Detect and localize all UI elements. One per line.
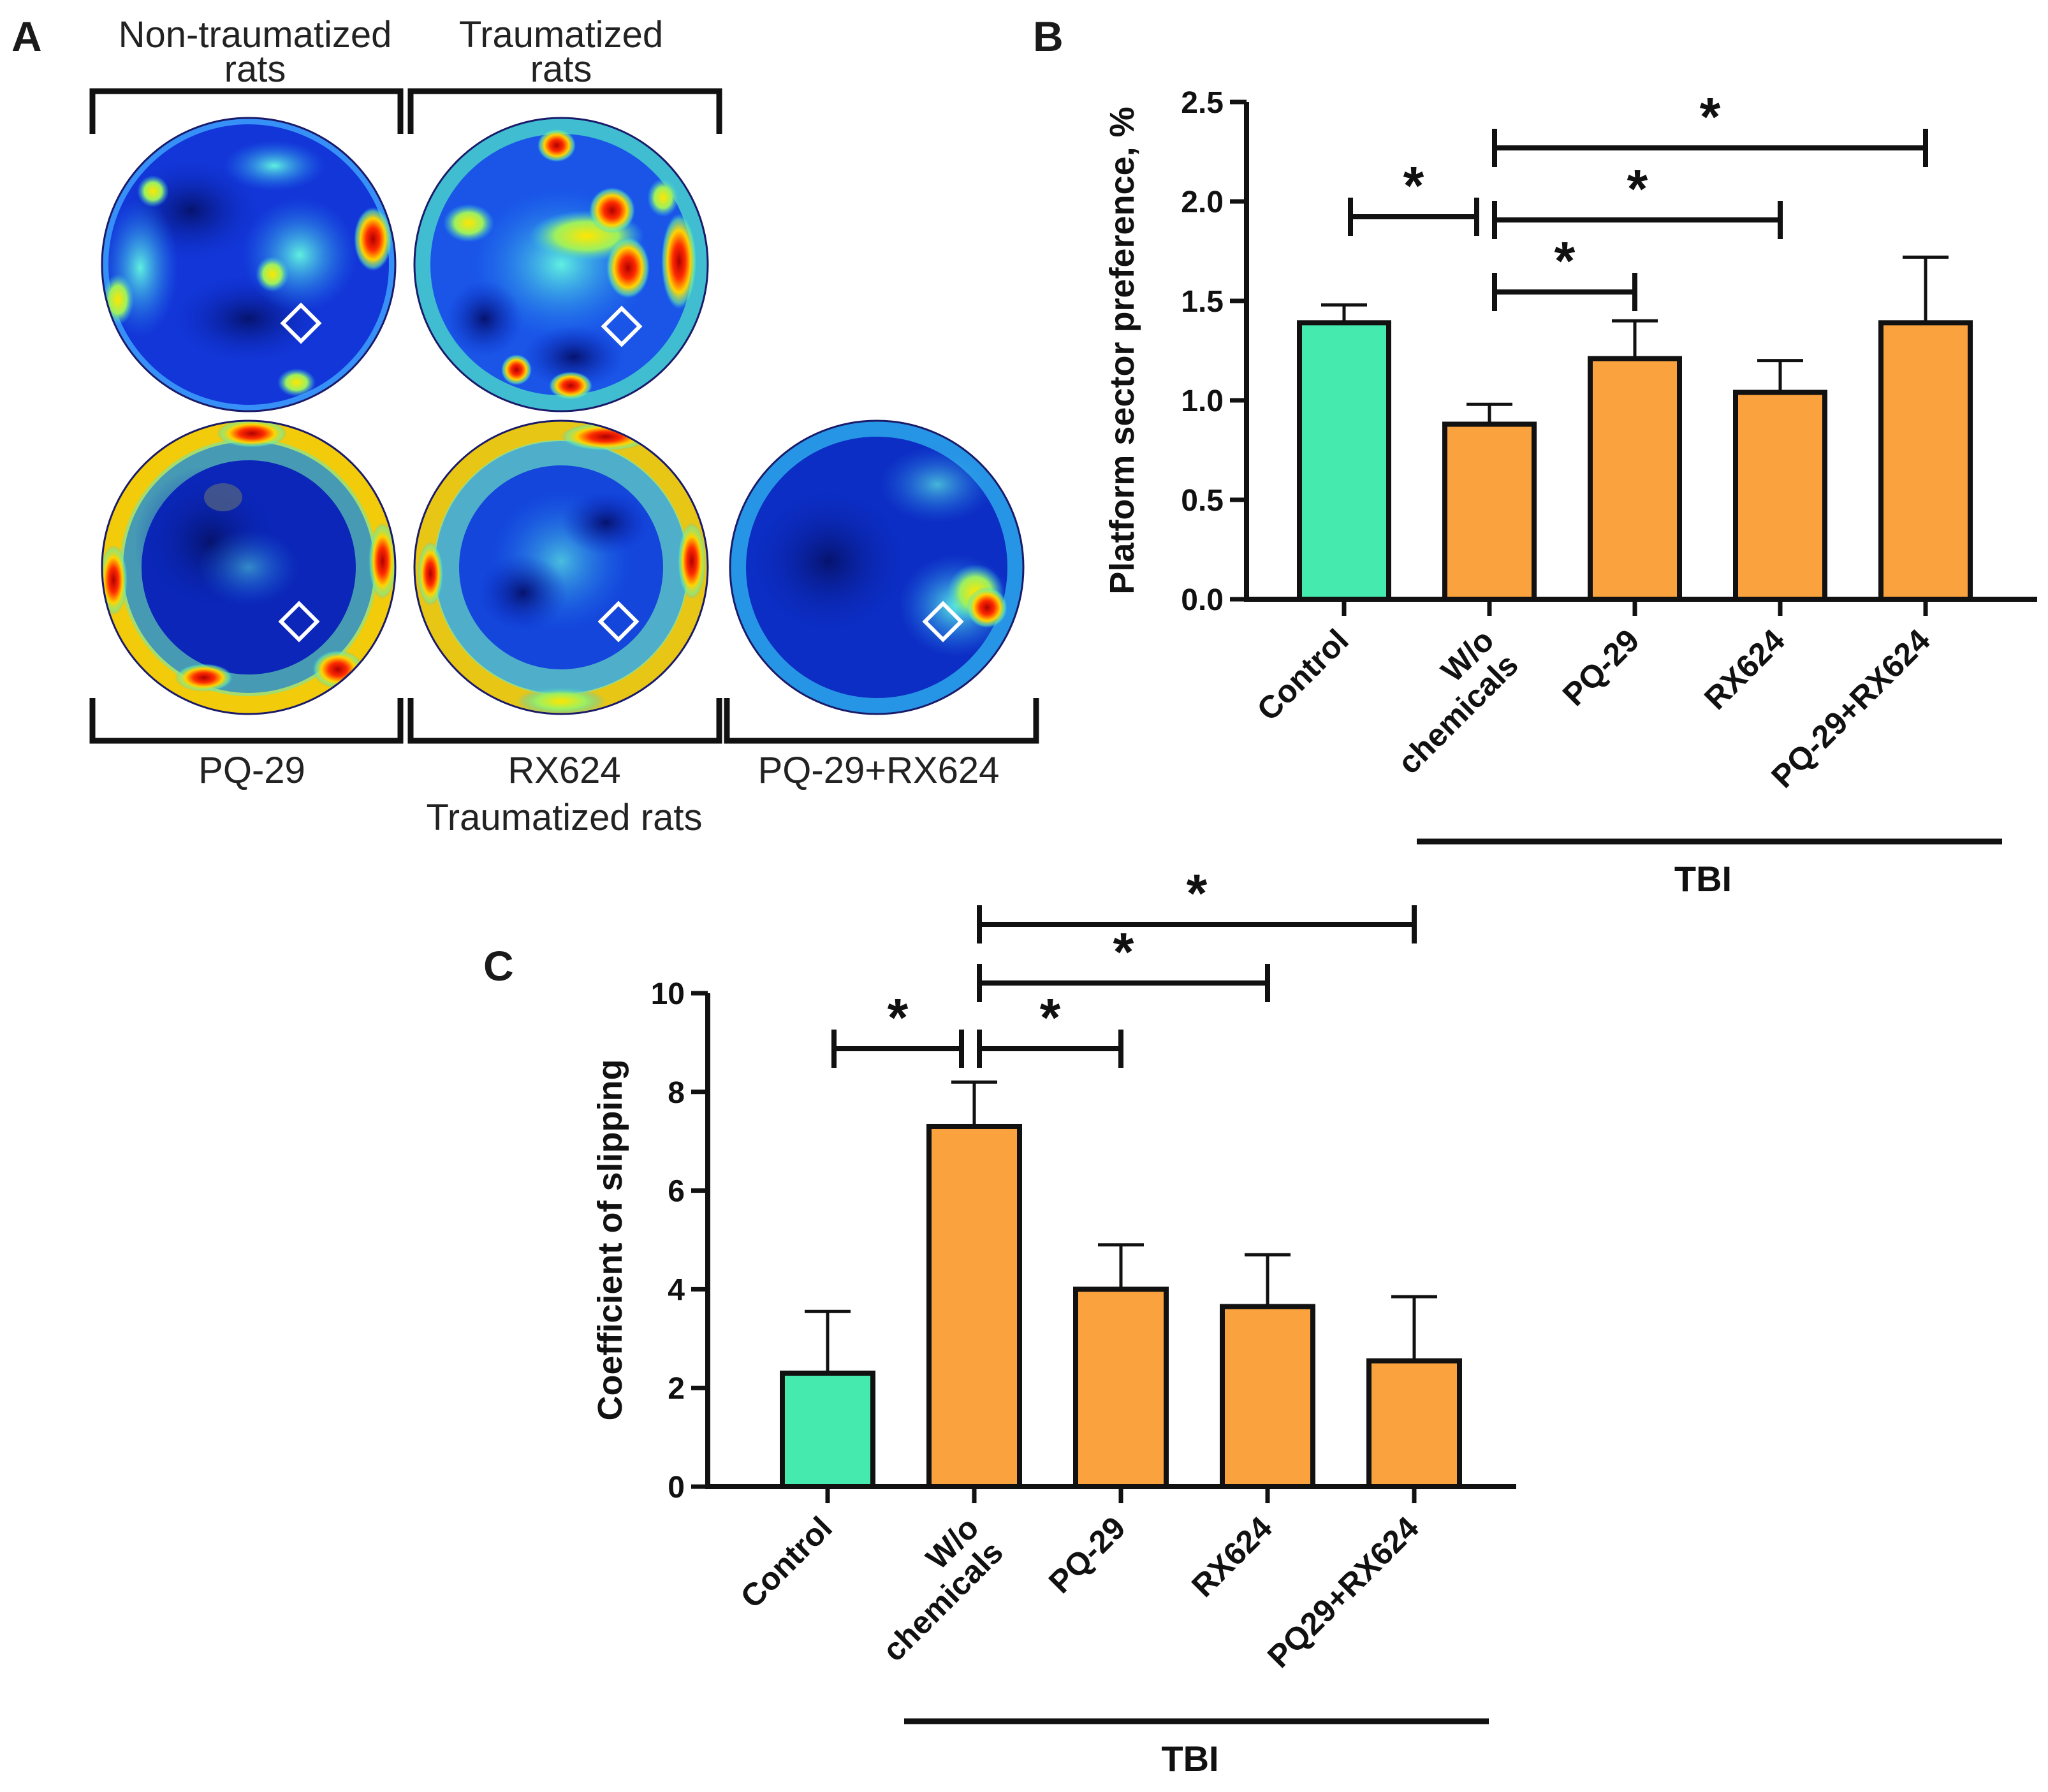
x-tick-label: W/ochemicals <box>851 1510 1010 1668</box>
significance-bracket <box>977 964 1270 1002</box>
y-axis-title: Coefficient of slipping <box>591 1060 629 1421</box>
significance-star: * <box>1113 922 1134 982</box>
chart-b: B 0.0 0.5 1.0 1.5 2.0 2.5 Platform sector pref… <box>1033 13 2037 899</box>
y-tick-label: 6 <box>668 1175 685 1209</box>
panel-b-letter: B <box>1033 13 1064 60</box>
bar <box>1220 1304 1315 1489</box>
label-rx624: RX624 <box>508 750 620 791</box>
y-tick-label: 2.0 <box>1181 186 1224 219</box>
bar <box>1878 320 1973 602</box>
bar <box>780 1370 875 1489</box>
significance-star: * <box>1040 987 1061 1047</box>
bar <box>1588 356 1682 602</box>
heatmap-pq29-rx624 <box>730 421 1023 714</box>
bar <box>926 1123 1022 1489</box>
significance-star: * <box>1403 156 1424 215</box>
significance-star: * <box>1554 231 1576 291</box>
y-tick-label: 2 <box>668 1372 685 1406</box>
bar <box>1366 1358 1462 1489</box>
significance-star: * <box>1627 159 1648 219</box>
significance-star: * <box>1700 87 1721 147</box>
y-tick-label: 1.0 <box>1181 384 1224 418</box>
bar <box>1733 390 1827 602</box>
y-tick-label: 1.5 <box>1181 285 1224 319</box>
platform-marker <box>601 305 643 347</box>
heatmap-non-traumatized <box>102 118 395 411</box>
y-tick-label: 8 <box>668 1076 685 1110</box>
y-tick-label: 0.0 <box>1181 583 1224 617</box>
label-traumatized-line1: Traumatized <box>459 14 663 55</box>
panel-a: A Non-traumatized rats Traumatized rats <box>11 13 1039 838</box>
x-tick-label: RX624 <box>1697 622 1792 717</box>
bracket-traumatized <box>407 88 722 134</box>
bracket-pq29 <box>89 698 404 744</box>
x-tick-label: PQ-29 <box>1042 1510 1132 1600</box>
y-tick-label: 0.5 <box>1181 484 1224 518</box>
platform-marker <box>278 601 320 643</box>
bracket-non-traumatized <box>89 88 404 134</box>
bracket-pq29-rx624 <box>724 698 1039 744</box>
significance-bracket <box>1492 201 1783 239</box>
platform-marker <box>922 601 964 643</box>
significance-bracket <box>977 905 1417 943</box>
x-tick-label: PQ29+RX624 <box>1261 1510 1426 1675</box>
bar <box>1073 1286 1169 1490</box>
chart-c: C 0 2 4 6 8 10 Coefficient of slipping Control W… <box>483 863 1516 1779</box>
x-tick-label: PQ-29 <box>1556 622 1646 713</box>
panel-a-letter: A <box>11 13 42 60</box>
x-tick-label: Control <box>1250 622 1356 727</box>
heatmap-pq29 <box>102 421 395 714</box>
heatmap-rx624 <box>414 421 708 714</box>
label-traumatized-rats: Traumatized rats <box>427 797 703 838</box>
label-non-traumatized-line2: rats <box>224 48 286 90</box>
significance-bracket <box>977 1030 1123 1068</box>
group-label: TBI <box>1161 1738 1218 1779</box>
significance-bracket <box>1492 129 1928 167</box>
x-tick-label: Control <box>734 1510 839 1615</box>
platform-marker <box>280 302 322 344</box>
significance-bracket <box>1492 273 1637 311</box>
x-tick-label: W/ochemicals <box>1366 622 1525 781</box>
significance-bracket <box>1348 198 1479 236</box>
bar <box>1297 320 1391 602</box>
platform-marker <box>597 601 640 643</box>
panel-c-letter: C <box>483 942 514 989</box>
bracket-rx624 <box>407 698 722 744</box>
y-tick-label: 0 <box>668 1471 685 1504</box>
label-non-traumatized-line1: Non-traumatized <box>119 14 392 55</box>
y-tick-label: 2.5 <box>1181 86 1224 120</box>
y-tick-label: 10 <box>651 977 685 1011</box>
label-pq29: PQ-29 <box>198 750 305 791</box>
label-traumatized-line2: rats <box>530 48 592 90</box>
y-tick-label: 4 <box>668 1273 685 1307</box>
label-pq29-rx624: PQ-29+RX624 <box>758 750 1000 791</box>
significance-star: * <box>1187 863 1208 923</box>
heatmap-traumatized <box>414 118 708 411</box>
x-tick-label: RX624 <box>1185 1510 1279 1604</box>
y-axis-title: Platform sector preference, % <box>1103 106 1141 594</box>
bar <box>1442 421 1537 602</box>
significance-star: * <box>888 987 909 1047</box>
significance-bracket <box>831 1030 964 1068</box>
group-label: TBI <box>1674 859 1732 899</box>
